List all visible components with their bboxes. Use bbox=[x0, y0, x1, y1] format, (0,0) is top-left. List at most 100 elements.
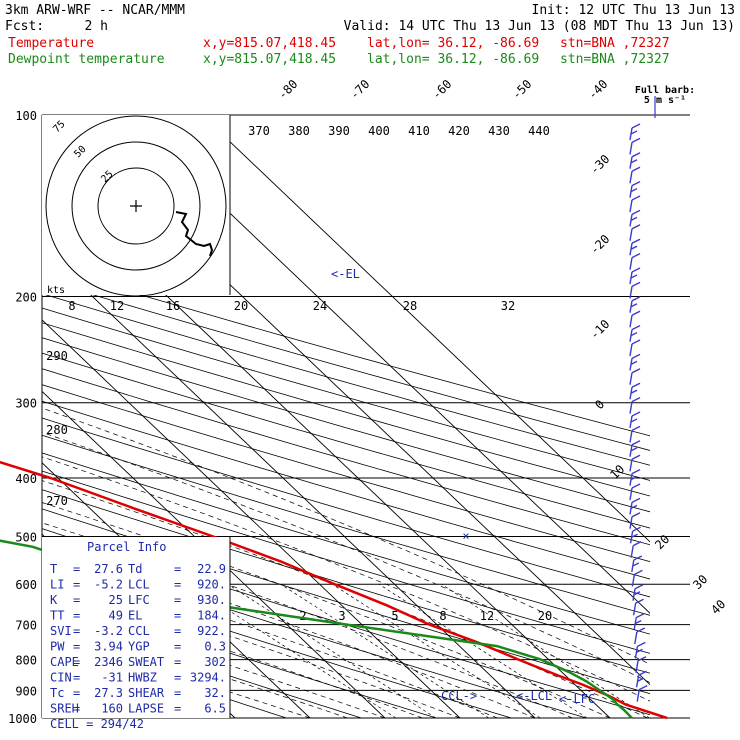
mixing-ratio-label: 8 bbox=[439, 609, 446, 623]
speed-tick-label: 8 bbox=[68, 299, 75, 313]
parcel-value: 3.94 bbox=[94, 640, 123, 654]
moist-adiabat bbox=[42, 502, 611, 718]
wind-barb-flag bbox=[630, 159, 638, 164]
parcel-key: Td bbox=[128, 562, 142, 576]
parcel-key: YGP bbox=[128, 640, 150, 654]
wind-barb-flag bbox=[637, 677, 644, 682]
wind-barb-flag bbox=[631, 238, 641, 244]
wind-barb-flag bbox=[631, 195, 641, 201]
isotherm-label: -70 bbox=[347, 77, 372, 102]
header: 3km ARW-WRF -- NCAR/MMM Init: 12 UTC Thu … bbox=[5, 3, 735, 106]
svg-text:=: = bbox=[73, 624, 80, 638]
isotherm-line bbox=[42, 319, 461, 718]
dry-adiabat bbox=[42, 279, 650, 451]
parcel-key: SVI bbox=[50, 624, 72, 638]
wind-barb-flag bbox=[633, 555, 643, 561]
wind-barb-flag bbox=[631, 396, 641, 403]
svg-text:=: = bbox=[174, 702, 181, 716]
svg-text:=: = bbox=[174, 671, 181, 685]
parcel-value: 27.3 bbox=[94, 686, 123, 700]
svg-text:=: = bbox=[73, 640, 80, 654]
pressure-tick-label: 100 bbox=[15, 109, 37, 123]
wind-barb bbox=[629, 142, 633, 155]
parcel-value: 6.5 bbox=[204, 702, 226, 716]
parcel-key: CCL bbox=[128, 624, 150, 638]
parcel-key: SHEAR bbox=[128, 686, 165, 700]
valid-time: Valid: 14 UTC Thu 13 Jun 13 (08 MDT Thu … bbox=[344, 19, 735, 34]
mixing-ratio-label: 5 bbox=[391, 609, 398, 623]
fcst-label: Fcst: bbox=[5, 19, 44, 34]
isotherm-label: -10 bbox=[587, 317, 612, 342]
theta-label: 420 bbox=[448, 124, 470, 138]
wind-barb-flag bbox=[630, 130, 638, 135]
wind-barb bbox=[629, 286, 633, 299]
wind-barb-flag bbox=[631, 224, 641, 230]
wind-barb-flag bbox=[636, 627, 646, 633]
wind-barb-flag bbox=[631, 310, 641, 316]
speed-tick-label: 32 bbox=[501, 299, 515, 313]
parcel-value: 3294. bbox=[190, 671, 226, 685]
dry-adiabat bbox=[42, 322, 650, 497]
wind-barb-flag bbox=[631, 483, 641, 489]
temperature-latlon: lat,lon= 36.12, -86.69 bbox=[367, 36, 539, 51]
parcel-value: 184. bbox=[197, 609, 226, 623]
model-title: 3km ARW-WRF -- NCAR/MMM bbox=[5, 3, 185, 18]
wind-barb-flag bbox=[631, 411, 641, 417]
wind-barb bbox=[629, 516, 633, 529]
wind-barb bbox=[629, 228, 633, 241]
wind-barb-flag bbox=[631, 440, 641, 446]
temperature-stn: stn=BNA ,72327 bbox=[560, 36, 670, 51]
pressure-tick-label: 800 bbox=[15, 654, 37, 668]
moist-adiabat bbox=[42, 541, 536, 718]
wind-barb bbox=[629, 315, 633, 328]
wind-barb-flag bbox=[631, 339, 641, 345]
svg-text:=: = bbox=[73, 593, 80, 607]
wind-barb-flag bbox=[631, 252, 641, 259]
isotherm-label: -30 bbox=[587, 152, 612, 177]
moist-adiabat bbox=[42, 591, 423, 718]
svg-text:=: = bbox=[73, 671, 80, 685]
dewpoint-latlon: lat,lon= 36.12, -86.69 bbox=[367, 52, 539, 67]
wind-barb-flag bbox=[635, 612, 645, 619]
hodograph-ring bbox=[97, 167, 175, 245]
wind-barb-flag bbox=[630, 303, 638, 308]
dry-adiabat bbox=[42, 337, 650, 513]
temperature-xy: x,y=815.07,418.45 bbox=[203, 36, 336, 51]
svg-text:=: = bbox=[174, 655, 181, 669]
theta-label: 430 bbox=[488, 124, 510, 138]
svg-text:=: = bbox=[174, 640, 181, 654]
parcel-value: 2346 bbox=[94, 655, 123, 669]
svg-text:=: = bbox=[73, 655, 80, 669]
wind-barb-flag bbox=[630, 504, 638, 510]
wind-barb-flag bbox=[635, 598, 644, 604]
theta-label: 390 bbox=[328, 124, 350, 138]
parcel-value: 302 bbox=[204, 655, 226, 669]
svg-text:=: = bbox=[174, 593, 181, 607]
wind-barb-flag bbox=[631, 137, 641, 144]
wind-barb-flag bbox=[630, 274, 638, 279]
wind-barb-flag bbox=[634, 569, 643, 576]
isotherm-label: 10 bbox=[607, 462, 627, 482]
dry-adiabat bbox=[42, 400, 650, 580]
wind-barb bbox=[632, 603, 637, 616]
parcel-info-title: Parcel Info bbox=[87, 540, 166, 554]
parcel-value: -3.2 bbox=[94, 624, 123, 638]
wind-barb-flag bbox=[631, 382, 641, 388]
isotherm-line bbox=[42, 390, 386, 718]
wind-barb-flag bbox=[631, 296, 641, 302]
lfc-annotation: <-LFC bbox=[559, 692, 595, 706]
parcel-marker: × bbox=[462, 529, 469, 543]
svg-text:=: = bbox=[174, 686, 181, 700]
wind-barb-flag bbox=[632, 526, 641, 532]
theta-label: 440 bbox=[528, 124, 550, 138]
wind-barb-flag bbox=[631, 324, 641, 331]
dry-adiabat bbox=[42, 569, 512, 718]
wind-barb bbox=[629, 199, 633, 213]
mixing-ratio-label: 3 bbox=[338, 609, 345, 623]
dewpoint-legend: Dewpoint temperature bbox=[8, 52, 165, 67]
dry-adiabat bbox=[42, 352, 650, 529]
init-time: Init: 12 UTC Thu 13 Jun 13 bbox=[532, 3, 736, 18]
parcel-value: 922. bbox=[197, 624, 226, 638]
isotherm-label: 20 bbox=[652, 532, 672, 552]
isotherm-label: -60 bbox=[429, 77, 454, 102]
